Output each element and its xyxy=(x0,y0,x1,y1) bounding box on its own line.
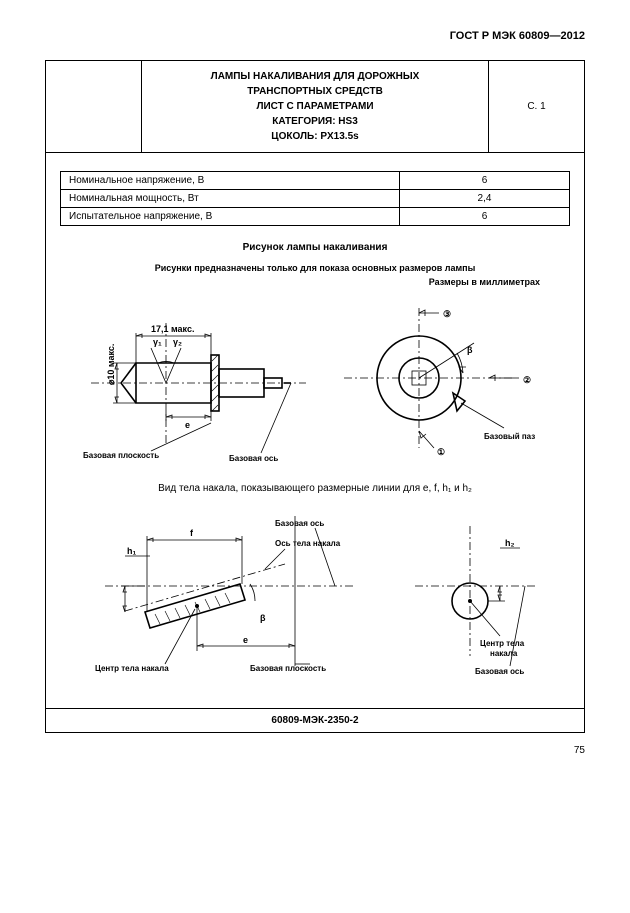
h2-label: h₂ xyxy=(505,538,515,548)
e2-label: e xyxy=(243,635,248,645)
filament-end-diagram: h₂ Центр тела накала Базовая ось xyxy=(405,506,545,676)
title-line5: ЦОКОЛЬ: PX13.5s xyxy=(146,129,484,144)
title-spacer xyxy=(46,61,141,152)
base-plane-label: Базовая плоскость xyxy=(83,451,159,460)
sheet-frame: ЛАМПЫ НАКАЛИВАНИЯ ДЛЯ ДОРОЖНЫХ ТРАНСПОРТ… xyxy=(45,60,585,733)
diagram-row-1: γ₁ γ₂ 17,1 макс. ⌀10 макс. xyxy=(60,293,570,463)
sheet-number: С. 1 xyxy=(489,61,584,152)
lamp-side-diagram: γ₁ γ₂ 17,1 макс. ⌀10 макс. xyxy=(81,293,311,463)
param-value: 6 xyxy=(400,172,570,190)
gamma2-label: γ₂ xyxy=(173,337,182,347)
param-label: Номинальная мощность, Вт xyxy=(61,190,400,208)
fil-center-label: Центр тела накала xyxy=(95,664,169,673)
param-label: Испытательное напряжение, В xyxy=(61,208,400,226)
title-line1: ЛАМПЫ НАКАЛИВАНИЯ ДЛЯ ДОРОЖНЫХ xyxy=(146,69,484,84)
fil-center2-label: Центр тела xyxy=(480,639,525,648)
param-value: 2,4 xyxy=(400,190,570,208)
title-line4: КАТЕГОРИЯ: HS3 xyxy=(146,114,484,129)
figure-subtitle: Рисунки предназначены только для показа … xyxy=(60,263,570,273)
document-code-header: ГОСТ Р МЭК 60809—2012 xyxy=(45,30,585,42)
length-dim: 17,1 макс. xyxy=(151,324,194,334)
base-axis-label: Базовая ось xyxy=(229,454,278,463)
title-row: ЛАМПЫ НАКАЛИВАНИЯ ДЛЯ ДОРОЖНЫХ ТРАНСПОРТ… xyxy=(46,61,584,153)
filament-side-diagram: f h₁ β e xyxy=(85,506,365,676)
title-line3: ЛИСТ С ПАРАМЕТРАМИ xyxy=(146,99,484,114)
footer-code: 60809-МЭК-2350-2 xyxy=(46,708,584,732)
ref-3: ③ xyxy=(443,309,451,319)
figure-title: Рисунок лампы накаливания xyxy=(60,242,570,253)
page-container: ГОСТ Р МЭК 60809—2012 ЛАМПЫ НАКАЛИВАНИЯ … xyxy=(0,0,630,776)
base-axis3-label: Базовая ось xyxy=(475,667,524,676)
diameter-dim: ⌀10 макс. xyxy=(106,344,116,385)
param-label: Номинальное напряжение, В xyxy=(61,172,400,190)
beta-label: β xyxy=(467,345,473,355)
fil-axis-label: Ось тела накала xyxy=(275,539,341,548)
table-row: Номинальная мощность, Вт 2,4 xyxy=(61,190,570,208)
lamp-front-diagram: β ③ ② ① Базовый паз xyxy=(339,293,549,463)
base-axis2-label: Базовая ось xyxy=(275,519,324,528)
sheet-body: Номинальное напряжение, В 6 Номинальная … xyxy=(46,153,584,708)
ref-2: ② xyxy=(523,375,531,385)
figure-units: Размеры в миллиметрах xyxy=(60,277,570,287)
f-label: f xyxy=(190,528,194,538)
param-value: 6 xyxy=(400,208,570,226)
title-block: ЛАМПЫ НАКАЛИВАНИЯ ДЛЯ ДОРОЖНЫХ ТРАНСПОРТ… xyxy=(141,61,489,152)
parameters-table: Номинальное напряжение, В 6 Номинальная … xyxy=(60,171,570,226)
filament-caption: Вид тела накала, показывающего размерные… xyxy=(60,483,570,494)
diagram-row-2: f h₁ β e xyxy=(60,506,570,676)
beta2-label: β xyxy=(260,613,266,623)
e-label: e xyxy=(185,420,190,430)
title-line2: ТРАНСПОРТНЫХ СРЕДСТВ xyxy=(146,84,484,99)
ref-1: ① xyxy=(437,447,445,457)
table-row: Испытательное напряжение, В 6 xyxy=(61,208,570,226)
page-number: 75 xyxy=(45,745,585,756)
base-plane2-label: Базовая плоскость xyxy=(250,664,326,673)
table-row: Номинальное напряжение, В 6 xyxy=(61,172,570,190)
base-slot-label: Базовый паз xyxy=(484,432,535,441)
h1-label: h₁ xyxy=(127,546,136,556)
gamma1-label: γ₁ xyxy=(153,337,162,347)
fil-center2b-label: накала xyxy=(490,649,518,658)
